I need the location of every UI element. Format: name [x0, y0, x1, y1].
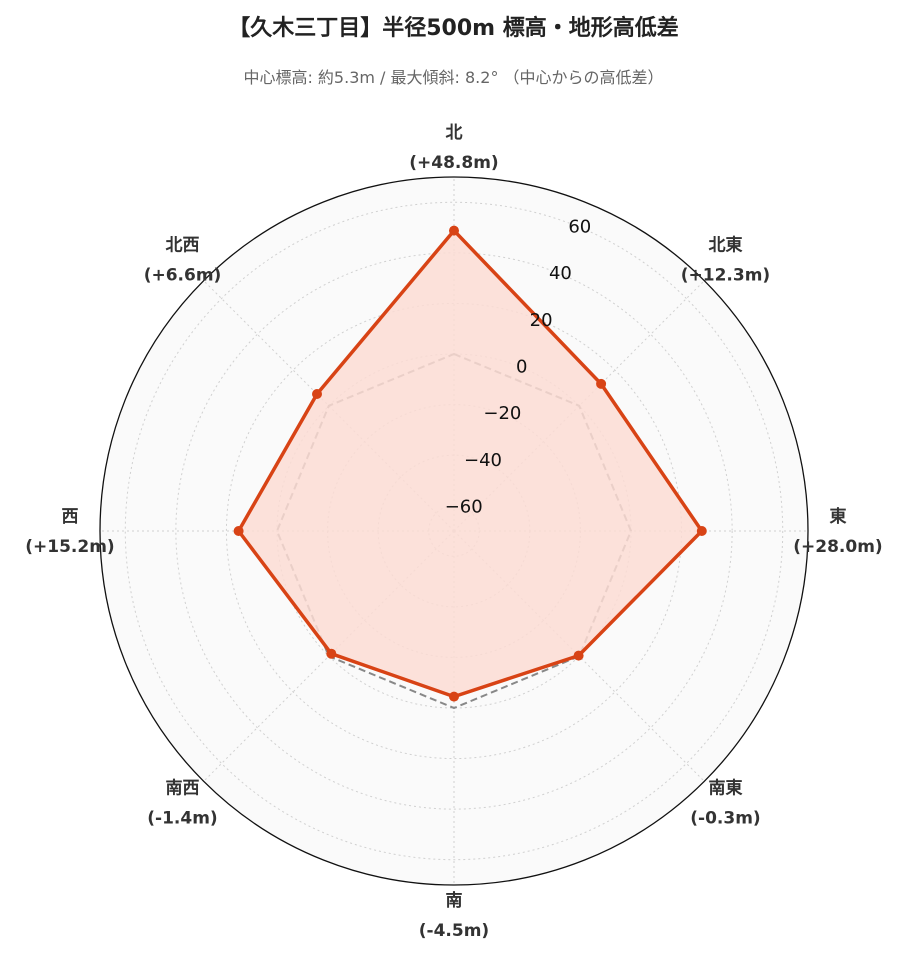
- category-value-2: (+28.0m): [793, 537, 882, 557]
- plot-frame: [99, 176, 809, 886]
- category-label-4: 南: [446, 890, 463, 911]
- category-label-6: 西: [62, 507, 79, 527]
- category-value-7: (+6.6m): [144, 266, 222, 286]
- category-label-3: 南東: [709, 778, 743, 799]
- radial-tick-label-2: −20: [483, 403, 521, 424]
- category-value-0: (+48.8m): [409, 153, 498, 173]
- category-value-3: (-0.3m): [690, 809, 760, 829]
- radial-tick-label-4: 20: [530, 310, 553, 331]
- data-point-7: [312, 389, 322, 399]
- data-point-3: [573, 650, 584, 661]
- category-value-6: (+15.2m): [25, 537, 114, 557]
- category-value-1: (+12.3m): [681, 266, 770, 286]
- radial-tick-label-5: 40: [549, 263, 572, 284]
- data-point-1: [596, 378, 607, 389]
- data-point-5: [326, 648, 337, 659]
- data-point-2: [696, 526, 707, 536]
- category-label-0: 北: [446, 123, 463, 143]
- radial-tick-label-3: 0: [516, 357, 527, 378]
- grid-circle-6: [124, 201, 784, 861]
- category-label-1: 北東: [709, 235, 743, 256]
- category-label-5: 南西: [166, 778, 200, 799]
- category-value-4: (-4.5m): [419, 921, 489, 941]
- chart-title: 【久木三丁目】半径500m 標高・地形高低差: [228, 16, 679, 41]
- category-label-7: 北西: [166, 236, 200, 256]
- data-point-4: [449, 691, 459, 702]
- category-value-5: (-1.4m): [147, 809, 217, 829]
- radial-tick-label-1: −40: [464, 450, 502, 471]
- radial-tick-label-0: −60: [445, 497, 483, 518]
- radial-tick-label-6: 60: [568, 216, 591, 237]
- chart-subtitle: 中心標高: 約5.3m / 最大傾斜: 8.2° （中心からの高低差）: [243, 68, 664, 87]
- data-point-0: [449, 225, 459, 236]
- series-area: [238, 230, 702, 697]
- data-point-6: [233, 526, 244, 536]
- category-label-2: 東: [830, 506, 847, 527]
